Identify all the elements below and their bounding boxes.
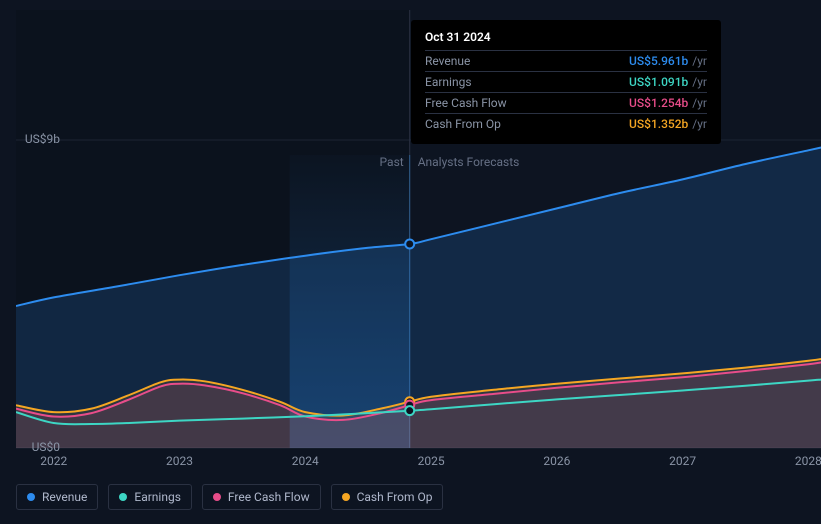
tooltip-row-label: Cash From Op <box>425 117 629 131</box>
x-axis-tick: 2027 <box>669 454 696 468</box>
section-forecast-label: Analysts Forecasts <box>418 155 520 169</box>
chart-legend: Revenue Earnings Free Cash Flow Cash From O… <box>16 484 443 510</box>
tooltip-row: Free Cash FlowUS$1.254b/yr <box>425 92 707 113</box>
legend-label: Cash From Op <box>357 490 433 504</box>
tooltip-row: RevenueUS$5.961b/yr <box>425 50 707 71</box>
tooltip-row-unit: /yr <box>692 54 707 68</box>
tooltip-row-unit: /yr <box>692 117 707 131</box>
legend-label: Revenue <box>42 490 87 504</box>
chart-tooltip: Oct 31 2024 RevenueUS$5.961b/yrEarningsU… <box>411 20 721 144</box>
tooltip-row-unit: /yr <box>692 96 707 110</box>
tooltip-row-value: US$5.961b <box>629 54 688 68</box>
y-axis-top-label: US$9b <box>20 132 60 146</box>
legend-label: Earnings <box>134 490 181 504</box>
legend-item-cash_from_op[interactable]: Cash From Op <box>331 484 444 510</box>
x-axis-tick: 2023 <box>166 454 193 468</box>
tooltip-row-value: US$1.352b <box>629 117 688 131</box>
x-axis-tick: 2025 <box>418 454 445 468</box>
marker-revenue <box>405 240 414 249</box>
tooltip-row-value: US$1.254b <box>629 96 688 110</box>
chart-container: Oct 31 2024 RevenueUS$5.961b/yrEarningsU… <box>16 10 821 488</box>
y-axis-bottom-label: US$0 <box>20 440 60 454</box>
tooltip-date: Oct 31 2024 <box>425 30 707 44</box>
legend-item-free_cash_flow[interactable]: Free Cash Flow <box>202 484 321 510</box>
legend-dot-icon <box>27 493 35 501</box>
tooltip-row-unit: /yr <box>692 75 707 89</box>
legend-label: Free Cash Flow <box>228 490 310 504</box>
legend-item-revenue[interactable]: Revenue <box>16 484 98 510</box>
tooltip-row-label: Revenue <box>425 54 629 68</box>
section-past-label: Past <box>350 155 404 169</box>
x-axis-tick: 2022 <box>40 454 67 468</box>
x-axis-tick: 2024 <box>292 454 319 468</box>
legend-dot-icon <box>213 493 221 501</box>
legend-dot-icon <box>119 493 127 501</box>
tooltip-row: Cash From OpUS$1.352b/yr <box>425 113 707 134</box>
tooltip-row-label: Earnings <box>425 75 629 89</box>
legend-dot-icon <box>342 493 350 501</box>
tooltip-row-label: Free Cash Flow <box>425 96 629 110</box>
tooltip-row: EarningsUS$1.091b/yr <box>425 71 707 92</box>
marker-earnings <box>405 406 414 415</box>
x-axis-tick: 2026 <box>543 454 570 468</box>
legend-item-earnings[interactable]: Earnings <box>108 484 192 510</box>
tooltip-row-value: US$1.091b <box>629 75 688 89</box>
x-axis-tick: 2028 <box>795 454 821 468</box>
